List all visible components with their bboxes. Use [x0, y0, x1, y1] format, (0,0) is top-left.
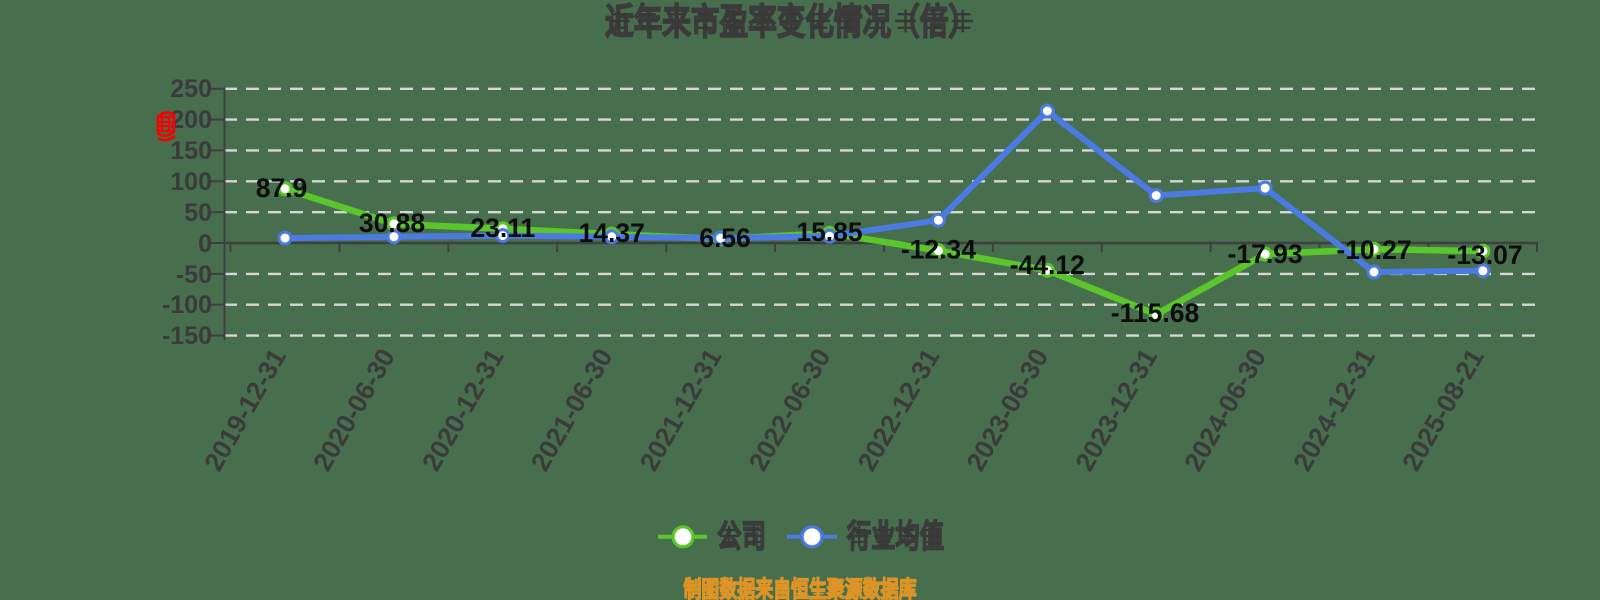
svg-text:-17.93: -17.93	[1228, 239, 1303, 269]
svg-text:30.88: 30.88	[359, 208, 425, 238]
svg-text:2025-08-21: 2025-08-21	[1396, 344, 1490, 476]
svg-text:100: 100	[170, 168, 212, 196]
svg-text:6.56: 6.56	[699, 223, 751, 253]
svg-text:-100: -100	[162, 291, 212, 319]
svg-text:150: 150	[170, 137, 212, 165]
svg-text:50: 50	[184, 199, 212, 227]
svg-text:2019-12-31: 2019-12-31	[198, 344, 292, 476]
svg-text:2024-12-31: 2024-12-31	[1287, 344, 1381, 476]
svg-text:2021-06-30: 2021-06-30	[525, 344, 619, 476]
svg-text:87.9: 87.9	[256, 173, 308, 203]
svg-text:-12.34: -12.34	[901, 235, 976, 265]
svg-text:2021-12-31: 2021-12-31	[634, 344, 728, 476]
svg-text:0: 0	[198, 230, 212, 258]
svg-text:-44.12: -44.12	[1010, 250, 1085, 280]
svg-text:-115.68: -115.68	[1111, 298, 1199, 328]
svg-text:-150: -150	[162, 322, 212, 350]
svg-text:-50: -50	[176, 261, 212, 289]
svg-text:2020-06-30: 2020-06-30	[307, 344, 401, 476]
svg-text:14.37: 14.37	[579, 218, 645, 248]
svg-text:2022-06-30: 2022-06-30	[743, 344, 837, 476]
svg-text:2020-12-31: 2020-12-31	[416, 344, 510, 476]
svg-text:23.11: 23.11	[470, 213, 535, 243]
svg-text:2023-12-31: 2023-12-31	[1069, 344, 1163, 476]
svg-text:2024-06-30: 2024-06-30	[1178, 344, 1272, 476]
svg-text:15.85: 15.85	[796, 217, 862, 247]
svg-text:-13.07: -13.07	[1447, 240, 1522, 270]
svg-text:2023-06-30: 2023-06-30	[960, 344, 1054, 476]
svg-text:-10.27: -10.27	[1336, 235, 1411, 265]
svg-text:2022-12-31: 2022-12-31	[852, 344, 946, 476]
svg-text:250: 250	[170, 75, 212, 103]
svg-text:200: 200	[170, 106, 212, 134]
